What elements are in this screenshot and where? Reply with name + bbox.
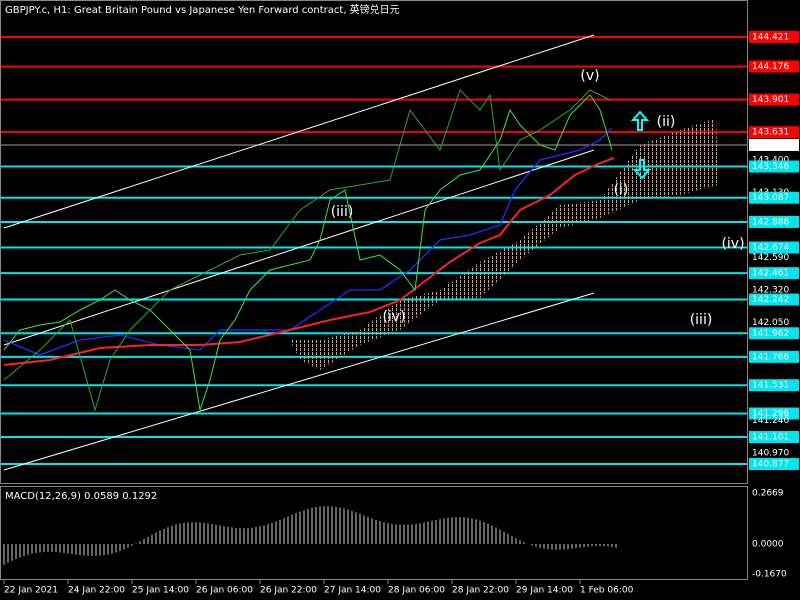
- time-label: 22 Jan 2021: [4, 586, 58, 596]
- price-label: 142.242: [752, 295, 789, 305]
- macd-label: -0.1670: [752, 570, 787, 580]
- price-label-box: [749, 215, 799, 228]
- chart-title: GBPJPY.c, H1: Great Britain Pound vs Jap…: [5, 3, 400, 16]
- channel-mid: [3, 149, 595, 346]
- time-label: 27 Jan 14:00: [324, 586, 381, 596]
- time-label: 26 Jan 22:00: [260, 586, 317, 596]
- macd-label: 0.2669: [752, 489, 784, 499]
- price-label-box: [749, 160, 799, 173]
- price-scale-label: 142.050: [752, 318, 789, 328]
- price-scale-label: 140.970: [752, 448, 789, 458]
- price-scale-label: 142.320: [752, 286, 789, 296]
- price-scale-label: 143.400: [752, 156, 789, 166]
- time-label: 25 Jan 14:00: [132, 586, 189, 596]
- macd-title: MACD(12,26,9) 0.0589 0.1292: [5, 491, 157, 502]
- channel-bottom: [3, 292, 595, 471]
- price-label-box: [749, 379, 799, 392]
- price-label: 143.631: [752, 128, 789, 138]
- price-scale-label: 142.590: [752, 253, 789, 263]
- time-label: 29 Jan 14:00: [516, 586, 573, 596]
- price-label: 142.674: [752, 243, 789, 253]
- wave-label: (i): [614, 182, 629, 198]
- price-label-box: [749, 60, 799, 73]
- price-scale-label: 141.240: [752, 416, 789, 426]
- price-label-box: [749, 191, 799, 204]
- macd-label: 0.0000: [752, 540, 784, 550]
- levels: [0, 36, 748, 465]
- channel-top: [3, 34, 595, 229]
- price-label: 141.101: [752, 433, 789, 443]
- price-label: 143.901: [752, 95, 789, 105]
- price-label: 141.766: [752, 352, 789, 362]
- price-label: 141.531: [752, 381, 789, 391]
- price-label: 141.296: [752, 409, 789, 419]
- price-label-box: [749, 458, 799, 470]
- wave-label: (iv): [721, 236, 744, 252]
- price-label-box: [749, 267, 799, 280]
- price-label-box: [749, 93, 799, 106]
- price-label-box: [749, 431, 799, 444]
- wave-label: (v): [580, 68, 599, 84]
- macd-bars: [3, 506, 617, 565]
- blue-line: [3, 127, 613, 356]
- down-arrow: [632, 159, 652, 180]
- time-label: 28 Jan 06:00: [388, 586, 445, 596]
- price-label-box: [749, 350, 799, 363]
- price-label: 140.877: [752, 460, 789, 470]
- price-label-box: [749, 407, 799, 420]
- up-arrow: [630, 110, 650, 131]
- time-label: 1 Feb 06:00: [580, 586, 634, 596]
- price-label-box: [749, 126, 799, 139]
- time-label: 26 Jan 06:00: [196, 586, 253, 596]
- time-axis: 22 Jan 2021 24 Jan 22:00 25 Jan 14:00 26 Ja…: [3, 580, 634, 596]
- macd-frame: [0, 486, 748, 580]
- price-label: 143.346: [752, 162, 789, 172]
- price-label: 142.461: [752, 269, 789, 279]
- wave-label: (ii): [657, 114, 676, 130]
- wave-label: (iii): [690, 312, 713, 328]
- time-label: 28 Jan 22:00: [452, 586, 509, 596]
- price-label-box: [749, 293, 799, 306]
- price: [3, 94, 613, 411]
- main-frame: [0, 0, 748, 484]
- wave-label: (iv): [382, 309, 405, 325]
- price-label-box: [749, 241, 799, 254]
- price-label: 141.962: [752, 329, 789, 339]
- wave-label: (iii): [331, 204, 354, 220]
- red-ma: [3, 157, 615, 366]
- price-label-box: [749, 138, 799, 151]
- price-label: 143.087: [752, 193, 789, 203]
- price-label: 144.421: [752, 33, 789, 43]
- price-label: 142.886: [752, 217, 789, 227]
- chikou: [3, 89, 611, 412]
- price-label-box: [749, 31, 799, 43]
- price-label: 144.176: [752, 62, 789, 72]
- cloud: [290, 118, 718, 370]
- time-label: 24 Jan 22:00: [68, 586, 125, 596]
- price-label-box: [749, 327, 799, 340]
- price-label: 143.525: [752, 140, 789, 150]
